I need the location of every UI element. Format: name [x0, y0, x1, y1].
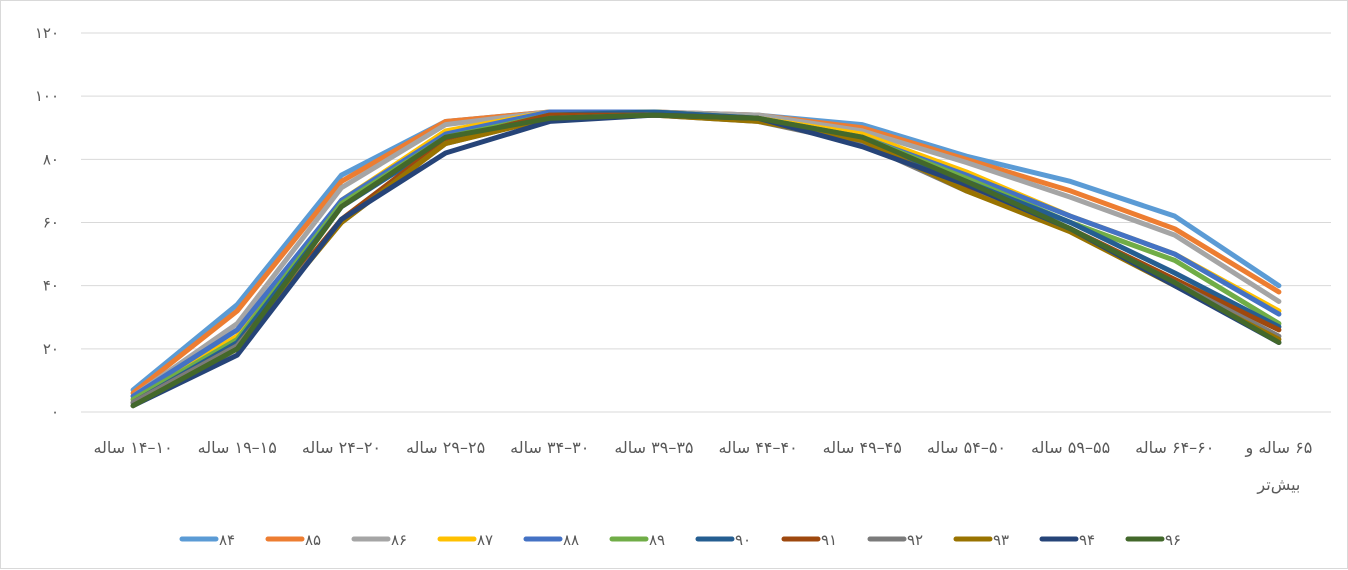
x-tick-label: ۶۵ ساله و بیش‌تر	[1245, 438, 1313, 495]
legend-item: ۹۶	[1125, 531, 1181, 549]
legend-label: ۸۵	[305, 531, 321, 549]
x-tick-label: ۲۰–۲۴ ساله	[302, 438, 381, 457]
legend-label: ۸۸	[563, 531, 579, 549]
legend-label: ۸۷	[477, 531, 493, 549]
x-tick-label: ۵۵–۵۹ ساله	[1031, 438, 1110, 457]
x-tick-label: ۱۰–۱۴ ساله	[93, 438, 172, 457]
legend-item: ۹۰	[695, 531, 751, 549]
legend-label: ۸۹	[649, 531, 665, 549]
legend-item: ۹۴	[1039, 531, 1095, 549]
legend-item: ۸۸	[523, 531, 579, 549]
x-tick-label: ۵۰–۵۴ ساله	[927, 438, 1006, 457]
legend-label: ۹۴	[1079, 531, 1095, 549]
x-tick-label: ۶۰–۶۴ ساله	[1135, 438, 1214, 457]
legend-item: ۸۹	[609, 531, 665, 549]
x-axis-ticks: ۱۰–۱۴ ساله ۱۵–۱۹ ساله ۲۰–۲۴ ساله ۲۵–۲۹ ساله…	[93, 438, 1312, 495]
legend-label: ۹۶	[1165, 531, 1181, 549]
legend-item: ۹۱	[781, 531, 837, 549]
legend-label: ۹۰	[735, 531, 751, 549]
y-tick-label: ۴۰	[43, 277, 59, 295]
legend-label: ۹۲	[907, 531, 923, 549]
series-layer	[130, 109, 1282, 409]
legend-label: ۸۴	[219, 531, 235, 549]
x-tick-label: ۳۵–۳۹ ساله	[614, 438, 693, 457]
y-axis-ticks: ۰ ۲۰ ۴۰ ۶۰ ۸۰ ۱۰۰ ۱۲۰	[35, 24, 59, 421]
legend-label: ۸۶	[391, 531, 407, 549]
legend: ۸۴ ۸۵ ۸۶ ۸۷ ۸۸ ۸۹ ۹۰ ۹۱ ۹۲ ۹۳ ۹۴ ۹۶	[179, 531, 1181, 549]
legend-item: ۹۳	[953, 531, 1009, 549]
x-tick-label: ۱۵–۱۹ ساله	[198, 438, 277, 457]
x-tick-label: ۲۵–۲۹ ساله	[406, 438, 485, 457]
legend-item: ۸۷	[437, 531, 493, 549]
y-tick-label: ۱۰۰	[35, 87, 59, 105]
y-tick-label: ۸۰	[43, 150, 59, 168]
y-tick-label: ۲۰	[43, 340, 59, 358]
series-line	[130, 112, 1282, 409]
legend-label: ۹۳	[993, 531, 1009, 549]
y-tick-label: ۰	[51, 403, 59, 421]
x-tick-label: ۴۵–۴۹ ساله	[823, 438, 902, 457]
legend-item: ۸۵	[265, 531, 321, 549]
x-tick-label: ۴۰–۴۴ ساله	[718, 438, 797, 457]
x-tick-label: ۳۰–۳۴ ساله	[510, 438, 589, 457]
y-tick-label: ۶۰	[43, 214, 59, 232]
legend-item: ۹۲	[867, 531, 923, 549]
legend-item: ۸۶	[351, 531, 407, 549]
legend-label: ۹۱	[821, 531, 837, 549]
y-tick-label: ۱۲۰	[35, 24, 59, 42]
legend-item: ۸۴	[179, 531, 235, 549]
